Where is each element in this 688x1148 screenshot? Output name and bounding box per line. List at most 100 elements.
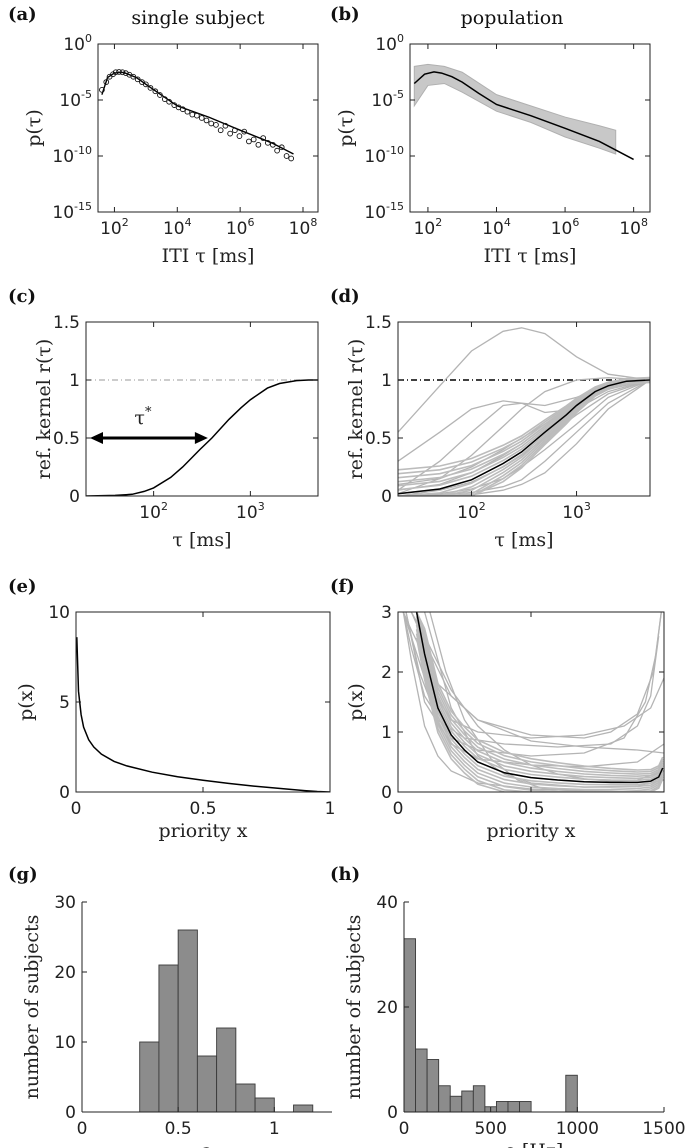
x-axis-label: ITI τ [ms] [484,245,577,267]
mean-curve [413,71,634,161]
data-point [171,102,178,108]
data-point [198,115,205,121]
plot-area-a [99,69,295,162]
subject-cluster-1 [415,633,664,792]
y-axis-label: p(τ) [335,109,357,147]
y-tick-label: 10-5 [371,88,404,111]
data-point [264,139,271,146]
kernel-curve [76,637,330,792]
x-tick-label: 106 [226,216,255,239]
bar-6 [254,1097,275,1112]
data-point [260,135,267,141]
data-point [288,155,295,162]
y-axis-label: p(τ) [23,109,45,147]
panel-label-c: (c) [8,286,36,307]
data-point [161,96,168,102]
y-tick-label: 0 [381,487,392,507]
x-tick-label: 1500 [642,1119,685,1139]
kernel-curve [86,379,318,496]
subject-cluster-9 [415,611,664,778]
subject-curve-0 [402,611,662,757]
bar-2 [177,929,198,1112]
bar-3 [438,1085,451,1112]
data-point [283,153,290,159]
x-tick-label: 103 [562,500,591,523]
y-tick-label: 0 [387,1103,398,1123]
y-tick-label: 0.5 [365,429,392,449]
data-point [217,127,224,134]
bar-1 [158,964,179,1112]
subject-cluster-11 [415,611,664,773]
panel-a: (a) 102 104 106 108 100 10-5 10-10 10-15 ITI τ [m… [8,4,319,267]
column-title-left: single subject [131,7,265,29]
y-axis-label: p(x) [345,683,367,721]
x-tick-label: 108 [289,216,318,239]
data-point [278,144,285,151]
y-tick-label: 0 [381,783,392,803]
panel-b: (b) 102 104 106 108 100 10-5 10-10 10-15 ITI τ [m… [330,4,651,267]
y-tick-label: 0 [69,487,80,507]
tau-star-label: τ* [134,405,152,429]
bar-10 [519,1101,532,1112]
data-point [189,111,196,118]
panel-g: (g)00.510102030anumber of subjects [8,864,332,1148]
x-axis-label: ρ [Hz] [505,1140,564,1148]
x-tick-label: 0 [399,1119,410,1139]
x-tick-label: 1 [659,799,670,819]
plot-area-c [86,379,318,496]
column-title-right: population [461,7,564,29]
y-axis-label: ref. kernel r(τ) [345,339,367,480]
y-tick-label: 100 [375,32,404,55]
y-tick-label: 1 [381,723,392,743]
data-point [179,106,186,113]
x-tick-label: 103 [236,500,265,523]
bar-8 [293,1104,314,1112]
x-tick-label: 108 [619,216,648,239]
data-point [130,73,137,80]
panel-f: (f) 0 0.5 1 0 1 2 3 priority x p(x) [330,576,669,842]
y-tick-label: 1.5 [365,313,392,333]
data-point [152,88,159,95]
tau-star-arrow-left-head [90,432,103,444]
data-point [213,122,219,128]
y-tick-label: 10-5 [59,88,92,111]
y-tick-label: 100 [63,32,92,55]
axes-box [409,43,651,213]
x-tick-label: 1000 [556,1119,599,1139]
y-tick-label: 2 [381,663,392,683]
subject-cluster-12 [415,611,664,771]
panel-d: (d) 102 103 0 0.5 1 1.5 τ [ms] ref. kernel r(τ) [330,286,651,551]
y-tick-label: 30 [54,893,76,913]
x-tick-label: 0.5 [517,799,544,819]
y-tick-label: 1 [381,371,392,391]
data-point [122,70,129,76]
subject-curve-0 [398,327,650,433]
panel-label-g: (g) [8,864,38,885]
x-tick-label: 1 [269,1119,280,1139]
x-tick-label: 0 [77,1119,88,1139]
data-point [270,141,276,148]
x-axis-label: a [201,1140,212,1148]
data-point [236,133,243,139]
data-point [157,92,163,98]
subject-cluster-8 [415,611,664,780]
y-tick-label: 0.5 [53,429,80,449]
plot-area-h [404,938,578,1112]
subject-cluster-4 [415,620,664,788]
data-point [203,117,210,124]
bar-14 [565,1074,578,1112]
bar-0 [404,938,417,1112]
bar-5 [235,1083,256,1112]
x-tick-label: 104 [163,216,192,239]
y-tick-label: 5 [59,693,70,713]
subject-curve-2 [398,379,650,491]
y-tick-label: 10 [48,603,70,623]
data-point [134,76,141,83]
plot-area-e [76,637,330,792]
data-point [99,87,105,93]
bar-5 [461,1090,474,1112]
x-tick-label: 0.5 [189,799,216,819]
bar-6 [472,1085,486,1112]
